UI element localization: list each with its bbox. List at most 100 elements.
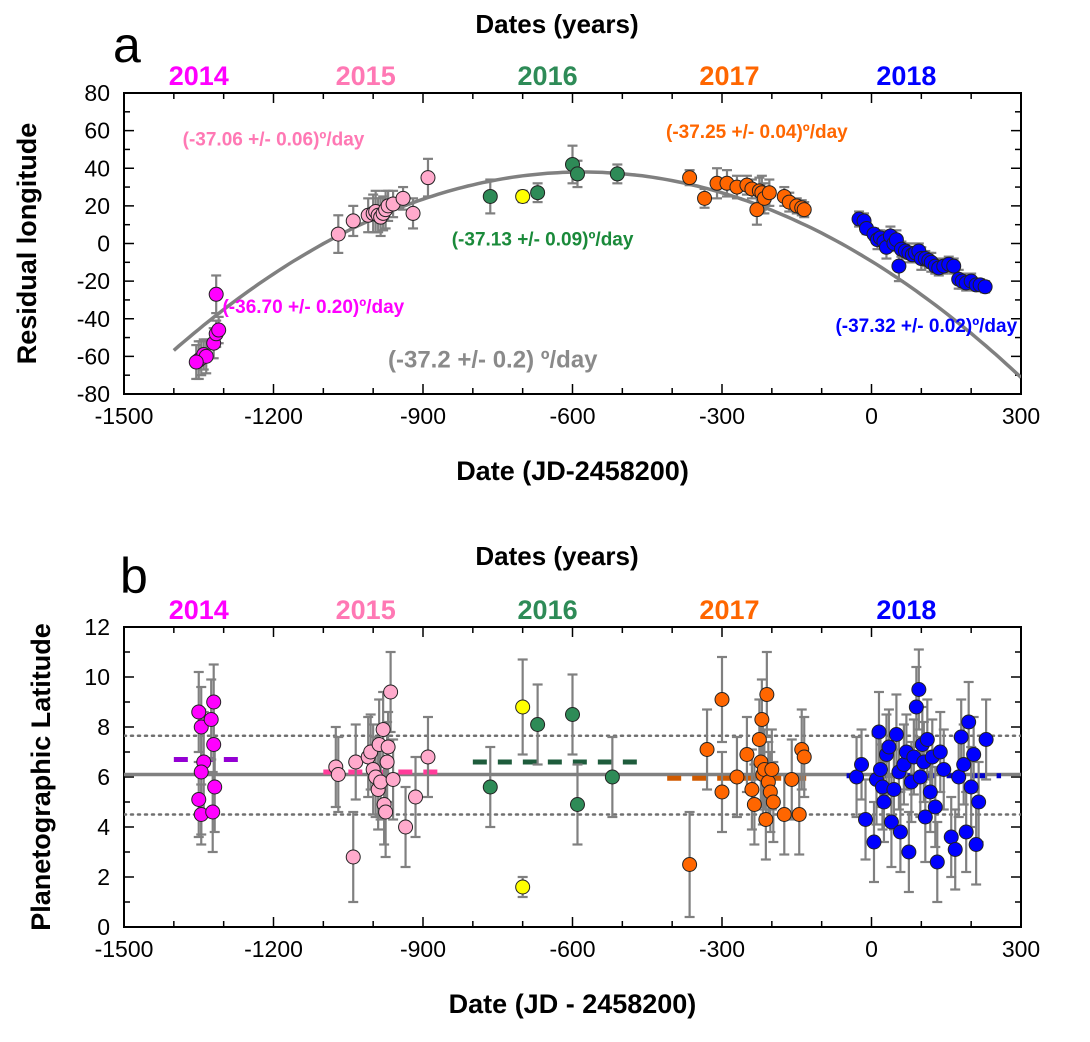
- y-tick-label: 10: [84, 664, 110, 690]
- y-tick-label: 0: [97, 231, 110, 257]
- panel-letter: b: [120, 548, 148, 604]
- top-title: Dates (years): [475, 9, 638, 39]
- data-point-2016: [530, 185, 546, 201]
- data-point-2018: [927, 799, 943, 815]
- data-point-2018: [908, 699, 924, 715]
- data-point-2017: [714, 784, 730, 800]
- data-point-2018: [858, 812, 874, 827]
- data-point-2018: [876, 794, 892, 810]
- data-point-2018: [936, 762, 952, 777]
- data-point-2018: [854, 757, 870, 772]
- year-label-2017: 2017: [699, 595, 759, 625]
- y-tick-label: -40: [77, 306, 110, 332]
- data-point-2018: [943, 829, 959, 845]
- data-point-2017: [784, 772, 800, 787]
- y-tick-label: -80: [77, 381, 110, 407]
- data-point-2015: [345, 213, 361, 229]
- data-point-2015: [385, 772, 401, 787]
- data-point-2015: [408, 789, 424, 805]
- y-tick-label: 60: [84, 118, 110, 144]
- data-point-2018: [892, 824, 908, 840]
- x-tick-label: -900: [400, 936, 446, 962]
- data-point-2018: [891, 258, 907, 274]
- data-point-2017: [746, 797, 762, 812]
- top-title: Dates (years): [475, 541, 638, 571]
- data-point-2017: [764, 762, 780, 777]
- panel-b: -1500 -1200 -900 -600 -300 0 300 0 2 4 6 8 10 12 Date …: [26, 541, 1040, 1019]
- data-point-2016-yellow-: [515, 879, 531, 895]
- y-tick-label: 40: [84, 155, 110, 181]
- data-point-2018: [958, 824, 974, 840]
- data-point-2018: [886, 782, 902, 797]
- data-point-2018: [947, 842, 963, 857]
- data-point-2017: [714, 692, 730, 707]
- data-point-2018: [968, 837, 984, 852]
- rate-annotation: (-37.25 +/- 0.04)º/day: [666, 122, 848, 143]
- data-point-2016: [530, 717, 546, 732]
- data-point-2016: [609, 166, 625, 182]
- data-point-2014: [193, 719, 209, 735]
- data-point-2017: [759, 687, 775, 702]
- data-point-2018: [971, 794, 987, 810]
- data-point-2014: [193, 764, 209, 780]
- panel-letter: a: [113, 17, 141, 73]
- year-label-2017: 2017: [699, 61, 759, 91]
- data-point-2015: [398, 819, 414, 835]
- year-label-2016: 2016: [518, 595, 578, 625]
- data-point-2018: [888, 727, 904, 742]
- data-point-2014: [206, 737, 222, 752]
- data-point-2014: [191, 704, 207, 720]
- year-label-2018: 2018: [876, 595, 936, 625]
- y-tick-label: -60: [77, 343, 110, 369]
- data-point-2017: [739, 747, 755, 762]
- data-point-2014: [188, 354, 204, 370]
- data-point-2016-yellow-: [515, 188, 531, 204]
- year-label-2018: 2018: [876, 61, 936, 91]
- y-axis-title: Planetographic Latitude: [26, 623, 56, 931]
- data-point-2015: [345, 849, 361, 865]
- data-point-2016: [565, 707, 580, 722]
- data-point-2017: [791, 807, 807, 822]
- data-point-2018: [881, 739, 897, 755]
- data-point-2015: [375, 722, 391, 737]
- data-point-2018: [966, 747, 982, 762]
- data-point-2018: [922, 784, 938, 800]
- y-tick-label: 20: [84, 193, 110, 219]
- x-tick-label: -600: [549, 936, 595, 962]
- y-tick-label: 8: [97, 714, 110, 740]
- x-tick-label: -600: [549, 403, 595, 429]
- data-point-2017: [699, 742, 715, 757]
- x-tick-label: -300: [699, 936, 745, 962]
- data-point-2015: [395, 190, 411, 206]
- data-point-2018: [901, 844, 917, 860]
- x-tick-label: 0: [865, 936, 878, 962]
- y-tick-label: 0: [97, 914, 110, 940]
- y-tick-label: 2: [97, 864, 110, 890]
- data-point-2015: [405, 205, 421, 221]
- x-tick-label: -900: [400, 403, 446, 429]
- x-tick-label: -1200: [244, 936, 303, 962]
- y-axis-title: Residual longitude: [12, 123, 42, 365]
- x-tick-label: -300: [699, 403, 745, 429]
- x-axis-title: Date (JD - 2458200): [449, 989, 697, 1019]
- panel-a: -1500 -1200 -900 -600 -300 0 300 -80 -60 -40 -20 0 2…: [12, 9, 1040, 486]
- data-point-2017: [751, 732, 767, 747]
- data-point-2018: [912, 769, 928, 785]
- data-point-2018: [911, 682, 927, 697]
- data-point-2016: [569, 166, 585, 182]
- data-point-2014: [191, 792, 207, 807]
- data-point-2018: [932, 744, 948, 760]
- data-point-2017: [697, 190, 713, 206]
- data-point-2018: [871, 724, 887, 740]
- year-label-2015: 2015: [336, 61, 396, 91]
- rate-annotation: (-37.06 +/- 0.06)º/day: [183, 130, 365, 151]
- data-point-2014: [205, 804, 221, 820]
- year-label-2015: 2015: [336, 595, 396, 625]
- x-axis-title: Date (JD-2458200): [456, 456, 689, 486]
- data-point-2014: [206, 694, 222, 710]
- data-point-2016: [604, 769, 620, 785]
- rate-annotation: (-37.2 +/- 0.2) º/day: [388, 347, 598, 374]
- data-point-2018: [883, 814, 899, 830]
- data-point-2014: [208, 286, 224, 302]
- data-point-2018: [951, 769, 967, 785]
